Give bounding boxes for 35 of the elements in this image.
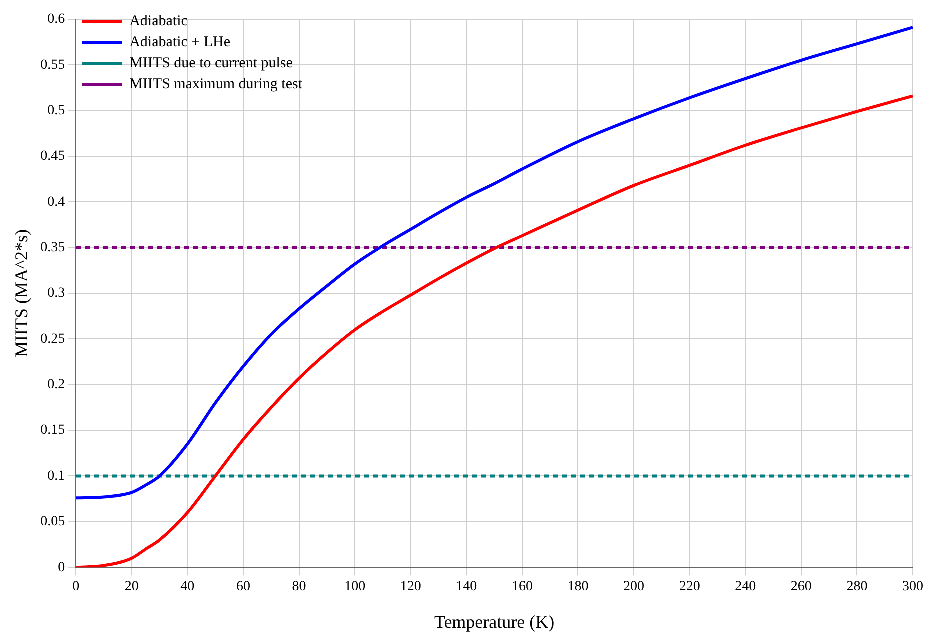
y-tick-label: 0.35 <box>40 240 66 256</box>
x-tick-label: 140 <box>456 580 478 595</box>
y-tick-label: 0.2 <box>48 378 66 393</box>
y-axis-title: MIITS (MA^2*s) <box>12 230 32 358</box>
x-tick-label: 280 <box>846 580 868 595</box>
x-tick-label: 100 <box>344 580 366 595</box>
x-tick-label: 260 <box>790 580 812 595</box>
y-tick-label: 0.1 <box>48 468 66 484</box>
x-tick-label: 80 <box>292 580 306 595</box>
y-tick-label: 0.15 <box>40 423 66 438</box>
x-axis-title: Temperature (K) <box>434 612 555 632</box>
legend-label: MIITS maximum during test <box>130 76 304 92</box>
y-tick-label: 0.25 <box>40 332 66 347</box>
y-tick-label: 0.6 <box>48 12 66 28</box>
y-tick-label: 0.45 <box>40 149 66 164</box>
legend-label: MIITS due to current pulse <box>130 55 294 72</box>
y-tick-label: 0.5 <box>48 103 66 118</box>
x-tick-label: 20 <box>124 580 139 595</box>
y-tick-label: 0.55 <box>40 58 66 73</box>
x-tick-label: 180 <box>568 580 589 595</box>
x-tick-label: 60 <box>236 580 250 595</box>
y-tick-label: 0.4 <box>48 194 66 210</box>
x-tick-label: 0 <box>72 580 80 595</box>
x-tick-label: 40 <box>180 580 195 595</box>
y-tick-label: 0 <box>58 560 66 576</box>
y-tick-label: 0.3 <box>48 286 66 302</box>
x-tick-label: 200 <box>624 580 645 595</box>
x-tick-label: 300 <box>902 580 924 595</box>
x-tick-label: 220 <box>679 580 700 595</box>
legend-label: Adiabatic <box>130 13 188 30</box>
y-tick-label: 0.05 <box>40 514 66 530</box>
x-tick-label: 240 <box>735 580 756 595</box>
x-tick-label: 160 <box>512 580 533 595</box>
x-tick-label: 120 <box>400 580 422 595</box>
legend-label: Adiabatic + LHe <box>130 34 231 50</box>
